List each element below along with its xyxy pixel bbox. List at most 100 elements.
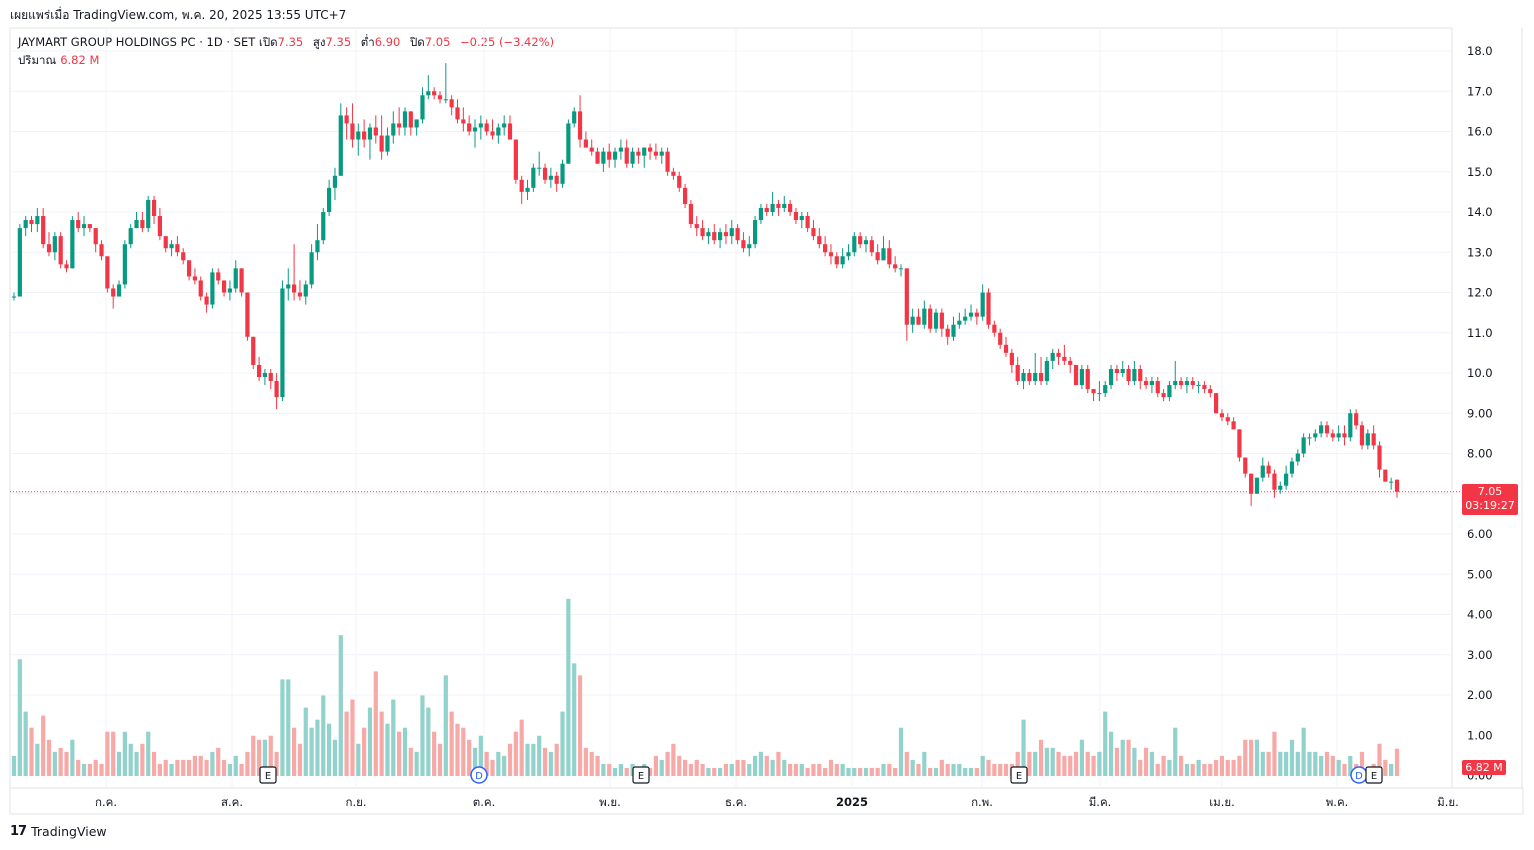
candle-body: [922, 308, 927, 325]
candle-body: [636, 151, 641, 156]
candle-body: [192, 276, 197, 281]
volume-bar: [729, 763, 734, 776]
volume-bar: [1091, 755, 1096, 776]
candle-body: [694, 224, 699, 229]
candle-body: [1394, 479, 1400, 492]
volume-bar: [858, 767, 863, 776]
candle-body: [262, 373, 268, 378]
plot-frame: [9, 27, 1453, 789]
candle-body: [665, 151, 670, 172]
candle-body: [1359, 425, 1365, 446]
published-caption: เผยแพร่เมื่อ TradingView.com, พ.ค. 20, 2…: [10, 8, 347, 22]
candle-body: [618, 147, 623, 152]
candle-body: [659, 151, 664, 156]
candle-body: [723, 232, 729, 237]
volume-bar: [128, 743, 133, 776]
tradingview-logo[interactable]: 17 TradingView: [10, 824, 107, 839]
earnings-marker: [259, 766, 277, 784]
candle-body: [1097, 393, 1102, 395]
volume-bar: [805, 767, 810, 776]
volume-bar: [303, 707, 308, 776]
volume-bar: [770, 759, 775, 776]
price-tick-label: 10.0: [1467, 366, 1493, 380]
volume-bar: [437, 743, 443, 776]
volume-bar: [315, 719, 320, 776]
candle-body: [437, 95, 443, 100]
candle-body: [531, 167, 536, 188]
candle-body: [1027, 373, 1032, 382]
candle-body: [869, 240, 874, 253]
candle-body: [1324, 425, 1330, 434]
candle-body: [432, 91, 437, 96]
volume-bar: [1243, 739, 1248, 776]
candle-body: [1278, 485, 1283, 490]
volume-bar: [694, 759, 699, 776]
candle-body: [1243, 457, 1248, 474]
candle-body: [717, 232, 723, 241]
ohlc-legend: JAYMART GROUP HOLDINGS PC · 1D · SET เปิ…: [18, 34, 560, 52]
candle-body: [23, 220, 28, 229]
candle-body: [367, 127, 373, 140]
candle-body: [1132, 368, 1137, 382]
volume-bar: [262, 739, 268, 776]
volume-bar: [280, 679, 285, 776]
candle-body: [1056, 352, 1061, 357]
volume-bar: [671, 743, 676, 776]
volume-bar: [957, 763, 962, 776]
candle-body: [840, 256, 845, 265]
candle-body: [1254, 477, 1260, 494]
volume-bar: [362, 727, 367, 776]
volume-bar: [1202, 763, 1207, 776]
volume-bar: [251, 735, 256, 776]
candle-body: [957, 320, 962, 325]
earnings-marker-label: E: [1371, 771, 1377, 782]
candle-body: [1208, 389, 1213, 394]
volume-bar: [490, 759, 495, 776]
volume-bar: [566, 598, 571, 776]
time-axis-label: ก.ค.: [95, 795, 117, 809]
candle-body: [1196, 385, 1201, 387]
volume-bar: [204, 759, 209, 776]
volume-bar: [1272, 731, 1277, 776]
candle-body: [1021, 373, 1026, 382]
volume-bar: [350, 699, 355, 776]
price-tick-label: 4.00: [1467, 608, 1493, 622]
volume-bar: [327, 723, 332, 776]
candle-body: [1383, 469, 1388, 482]
volume-bar: [741, 759, 746, 776]
volume-bar: [776, 751, 781, 776]
volume-bar: [601, 763, 606, 776]
candle-body: [881, 248, 886, 261]
earnings-marker: [1010, 766, 1028, 784]
volume-bar: [665, 751, 670, 776]
candle-body: [583, 139, 588, 148]
candle-body: [770, 203, 775, 212]
volume-bar: [268, 735, 273, 776]
volume-bar: [58, 747, 63, 776]
volume-bar: [998, 763, 1003, 776]
candle-body: [963, 316, 968, 321]
candle-body: [1231, 421, 1236, 430]
volume-bar: [723, 763, 729, 776]
volume-bar: [910, 759, 915, 776]
candle-body: [321, 212, 326, 241]
volume-bar: [105, 731, 110, 776]
candle-body: [572, 111, 577, 124]
volume-bar: [904, 751, 909, 776]
volume-label: ปริมาณ: [18, 53, 57, 67]
candle-body: [1073, 364, 1079, 386]
candle-body: [1155, 381, 1160, 394]
volume-bar: [828, 759, 834, 776]
volume-bar: [76, 759, 81, 776]
volume-bar: [980, 755, 985, 776]
volume-bar: [928, 767, 933, 776]
high-label: สูง: [312, 35, 326, 49]
volume-bar: [758, 751, 764, 776]
candle-body: [560, 163, 565, 184]
candle-body: [81, 224, 87, 229]
volume-bar: [811, 763, 816, 776]
candle-body: [910, 316, 915, 325]
candle-body: [338, 115, 343, 176]
volume-bar: [1044, 747, 1049, 776]
